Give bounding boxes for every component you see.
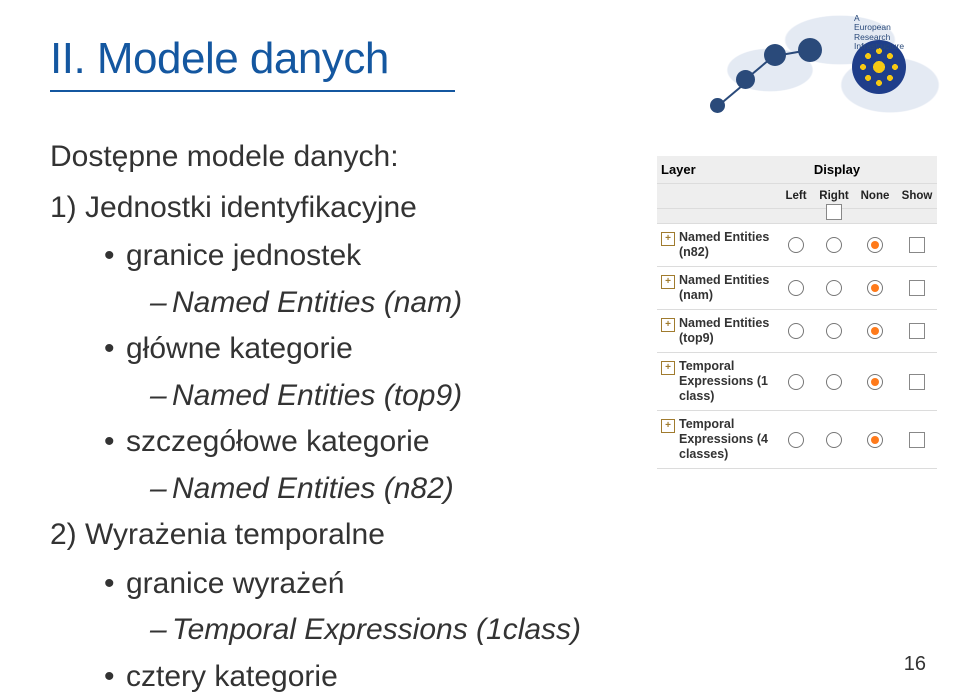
table-row: + Temporal Expressions (4 classes) xyxy=(657,411,937,469)
table-row: + Temporal Expressions (1 class) xyxy=(657,353,937,411)
title-underline xyxy=(50,90,455,92)
slide: A European Research Infrastructure II. M… xyxy=(0,0,960,696)
layer-cell: + Temporal Expressions (1 class) xyxy=(657,353,777,410)
radio-left[interactable] xyxy=(788,323,804,339)
header-logo: A European Research Infrastructure xyxy=(700,10,920,110)
radio-none[interactable] xyxy=(867,280,883,296)
table-row: + Named Entities (nam) xyxy=(657,267,937,310)
radio-none[interactable] xyxy=(867,374,883,390)
table-header-sub: Left Right None Show xyxy=(657,184,937,209)
expand-icon[interactable]: + xyxy=(661,232,675,246)
logo-line: Infrastructure xyxy=(854,42,924,51)
header-spacer xyxy=(657,209,937,224)
radio-none[interactable] xyxy=(867,323,883,339)
node-icon xyxy=(710,98,725,113)
radio-left[interactable] xyxy=(788,280,804,296)
layer-label: Temporal Expressions (1 class) xyxy=(679,359,773,404)
checkbox-show[interactable] xyxy=(909,237,925,253)
logo-caption: A European Research Infrastructure xyxy=(854,14,924,51)
layer-label: Temporal Expressions (4 classes) xyxy=(679,417,773,462)
radio-right[interactable] xyxy=(826,432,842,448)
checkbox-show[interactable] xyxy=(909,280,925,296)
node-icon xyxy=(736,70,755,89)
layer-cell: + Named Entities (nam) xyxy=(657,267,777,309)
layer-cell: + Named Entities (top9) xyxy=(657,310,777,352)
col-left: Left xyxy=(777,184,815,208)
layer-label: Named Entities (top9) xyxy=(679,316,773,346)
radio-right[interactable] xyxy=(826,280,842,296)
checkbox-show[interactable] xyxy=(909,374,925,390)
list-item-2: 2) Wyrażenia temporalne xyxy=(50,512,914,559)
radio-none[interactable] xyxy=(867,237,883,253)
node-icon xyxy=(798,38,822,62)
node-icon xyxy=(764,44,786,66)
layer-label: Named Entities (n82) xyxy=(679,230,773,260)
col-right-label: Right xyxy=(819,190,848,202)
radio-left[interactable] xyxy=(788,432,804,448)
col-layer: Layer xyxy=(657,156,777,183)
sub-item: Named Entities (n82) xyxy=(150,466,914,513)
page-number: 16 xyxy=(904,653,926,676)
radio-left[interactable] xyxy=(788,374,804,390)
radio-right[interactable] xyxy=(826,237,842,253)
expand-icon[interactable]: + xyxy=(661,419,675,433)
layer-cell: + Temporal Expressions (4 classes) xyxy=(657,411,777,468)
expand-icon[interactable]: + xyxy=(661,275,675,289)
col-right: Right xyxy=(815,184,853,208)
expand-icon[interactable]: + xyxy=(661,318,675,332)
sub-item: Temporal Expressions (1class) xyxy=(150,607,914,654)
layer-label: Named Entities (nam) xyxy=(679,273,773,303)
checkbox-show[interactable] xyxy=(909,323,925,339)
header-checkbox[interactable] xyxy=(826,204,842,220)
checkbox-show[interactable] xyxy=(909,432,925,448)
radio-right[interactable] xyxy=(826,374,842,390)
layer-cell: + Named Entities (n82) xyxy=(657,224,777,266)
bullet: granice wyrażeń xyxy=(104,561,914,608)
col-show: Show xyxy=(897,184,937,208)
table-row: + Named Entities (n82) xyxy=(657,224,937,267)
expand-icon[interactable]: + xyxy=(661,361,675,375)
table-header-top: Layer Display xyxy=(657,156,937,184)
radio-right[interactable] xyxy=(826,323,842,339)
radio-none[interactable] xyxy=(867,432,883,448)
radio-left[interactable] xyxy=(788,237,804,253)
table-row: + Named Entities (top9) xyxy=(657,310,937,353)
bullet: cztery kategorie xyxy=(104,654,914,696)
layers-table: Layer Display Left Right None Show + Name… xyxy=(656,155,938,470)
col-none: None xyxy=(853,184,897,208)
col-display: Display xyxy=(777,156,897,183)
